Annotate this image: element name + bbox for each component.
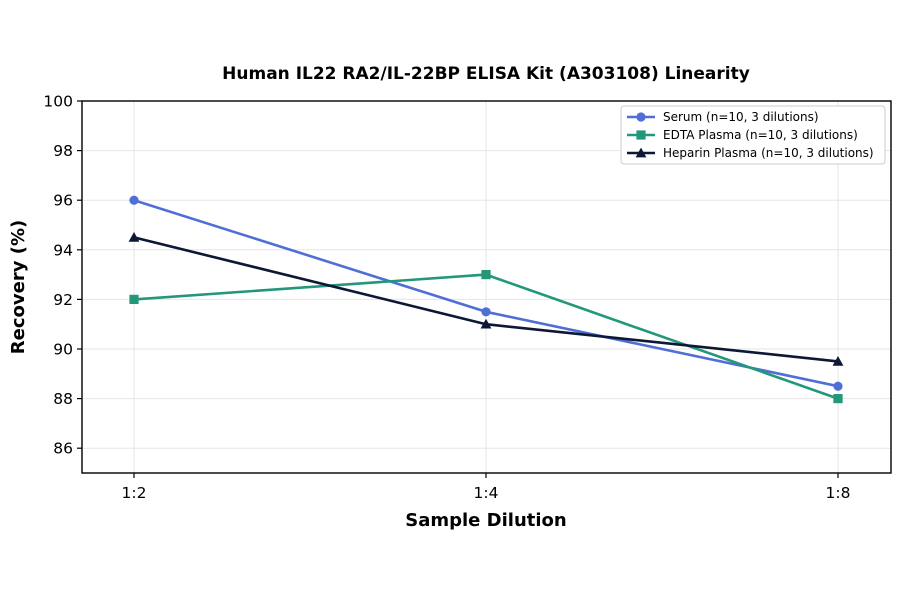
x-tick-label: 1:4 — [474, 484, 499, 502]
legend-box — [620, 105, 886, 165]
series — [129, 195, 843, 391]
legend-swatch-marker — [636, 112, 646, 122]
legend-item: EDTA Plasma (n=10, 3 dilutions) — [627, 128, 858, 142]
data-point — [129, 195, 139, 205]
data-point — [128, 232, 140, 242]
chart-title: Human IL22 RA2/IL-22BP ELISA Kit (A30310… — [222, 64, 750, 84]
y-tick-label: 98 — [53, 142, 73, 160]
axis-ticks: 1:2 1:4 1:8 86 88 90 92 94 96 98 100 — [43, 93, 850, 503]
x-tick-label: 1:8 — [826, 484, 851, 502]
y-tick-label: 90 — [53, 341, 73, 359]
y-tick-label: 96 — [53, 192, 73, 210]
legend-label: Heparin Plasma (n=10, 3 dilutions) — [663, 146, 874, 160]
legend-label: EDTA Plasma (n=10, 3 dilutions) — [663, 128, 858, 142]
series — [129, 270, 843, 404]
legend-swatch-marker — [636, 130, 646, 140]
series — [128, 232, 844, 366]
legend-label: Serum (n=10, 3 dilutions) — [663, 110, 819, 124]
y-tick-label: 94 — [53, 241, 73, 259]
y-tick-label: 88 — [53, 390, 73, 408]
legend: Serum (n=10, 3 dilutions) EDTA Plasma (n=… — [620, 105, 886, 165]
y-axis-label: Recovery (%) — [8, 220, 29, 354]
data-point — [832, 356, 844, 366]
y-tick-label: 92 — [53, 291, 73, 309]
data-point — [481, 270, 491, 280]
legend-swatch-marker — [635, 147, 647, 158]
legend-item: Heparin Plasma (n=10, 3 dilutions) — [627, 146, 874, 160]
y-tick-label: 86 — [53, 440, 73, 458]
data-point — [833, 394, 843, 404]
x-axis-label: Sample Dilution — [405, 510, 566, 531]
y-tick-label: 100 — [43, 93, 73, 111]
data-point — [129, 294, 139, 304]
data-point — [833, 381, 843, 391]
legend-item: Serum (n=10, 3 dilutions) — [627, 110, 819, 124]
data-point — [480, 318, 492, 329]
data-point — [481, 307, 491, 317]
plot-series — [128, 195, 844, 404]
x-tick-label: 1:2 — [122, 484, 147, 502]
